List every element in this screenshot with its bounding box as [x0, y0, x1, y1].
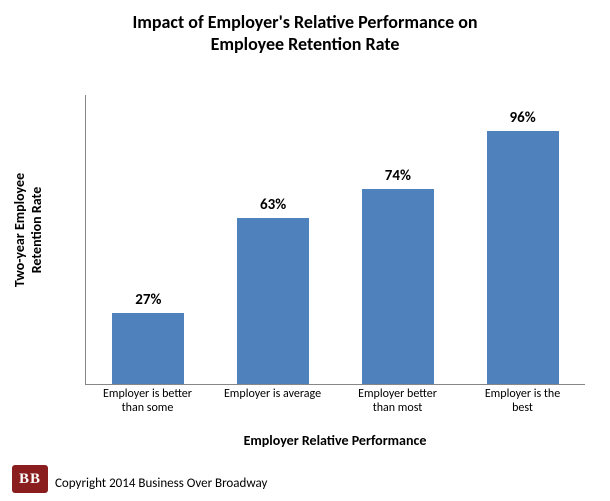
bar-slot-0: 27% — [86, 95, 211, 384]
x-label-2-line2: than most — [373, 401, 423, 415]
x-label-2: Employer better than most — [335, 388, 460, 416]
x-axis-title: Employer Relative Performance — [85, 432, 585, 449]
bar-0 — [112, 313, 184, 384]
x-label-0: Employer is better than some — [85, 388, 210, 416]
x-label-0-line2: than some — [122, 401, 174, 415]
x-label-1: Employer is average — [210, 388, 335, 416]
bar-slot-2: 74% — [336, 95, 461, 384]
chart-container: Impact of Employer's Relative Performanc… — [0, 0, 610, 501]
chart-title-line1: Impact of Employer's Relative Performanc… — [0, 12, 610, 34]
bar-slot-3: 96% — [460, 95, 585, 384]
bar-2 — [362, 189, 434, 384]
bar-value-1: 63% — [260, 196, 286, 214]
bar-value-0: 27% — [135, 291, 161, 309]
x-label-3: Employer is the best — [460, 388, 585, 416]
x-axis-labels: Employer is better than some Employer is… — [85, 388, 585, 416]
x-label-0-line1: Employer is better — [103, 387, 192, 401]
x-label-3-line2: best — [512, 401, 533, 415]
bb-logo: BB — [12, 465, 48, 493]
chart-title: Impact of Employer's Relative Performanc… — [0, 12, 610, 55]
plot-area: 27% 63% 74% 96% — [85, 95, 585, 385]
bar-1 — [237, 218, 309, 384]
bar-value-2: 74% — [385, 167, 411, 185]
bars-group: 27% 63% 74% 96% — [86, 95, 585, 384]
bar-slot-1: 63% — [211, 95, 336, 384]
bar-value-3: 96% — [510, 109, 536, 127]
x-label-2-line1: Employer better — [358, 387, 437, 401]
x-label-1-line1: Employer is average — [224, 387, 321, 401]
bar-3 — [487, 131, 559, 384]
y-axis-label-line1: Two-year Employee — [11, 173, 28, 287]
copyright-text: Copyright 2014 Business Over Broadway — [55, 476, 267, 491]
y-axis-label-wrap: Two-year Employee Retention Rate — [18, 120, 38, 340]
y-axis-label-line2: Retention Rate — [28, 187, 45, 274]
x-label-3-line1: Employer is the — [485, 387, 560, 401]
chart-title-line2: Employee Retention Rate — [0, 34, 610, 56]
y-axis-label: Two-year Employee Retention Rate — [11, 173, 45, 287]
bb-logo-text: BB — [19, 471, 41, 488]
